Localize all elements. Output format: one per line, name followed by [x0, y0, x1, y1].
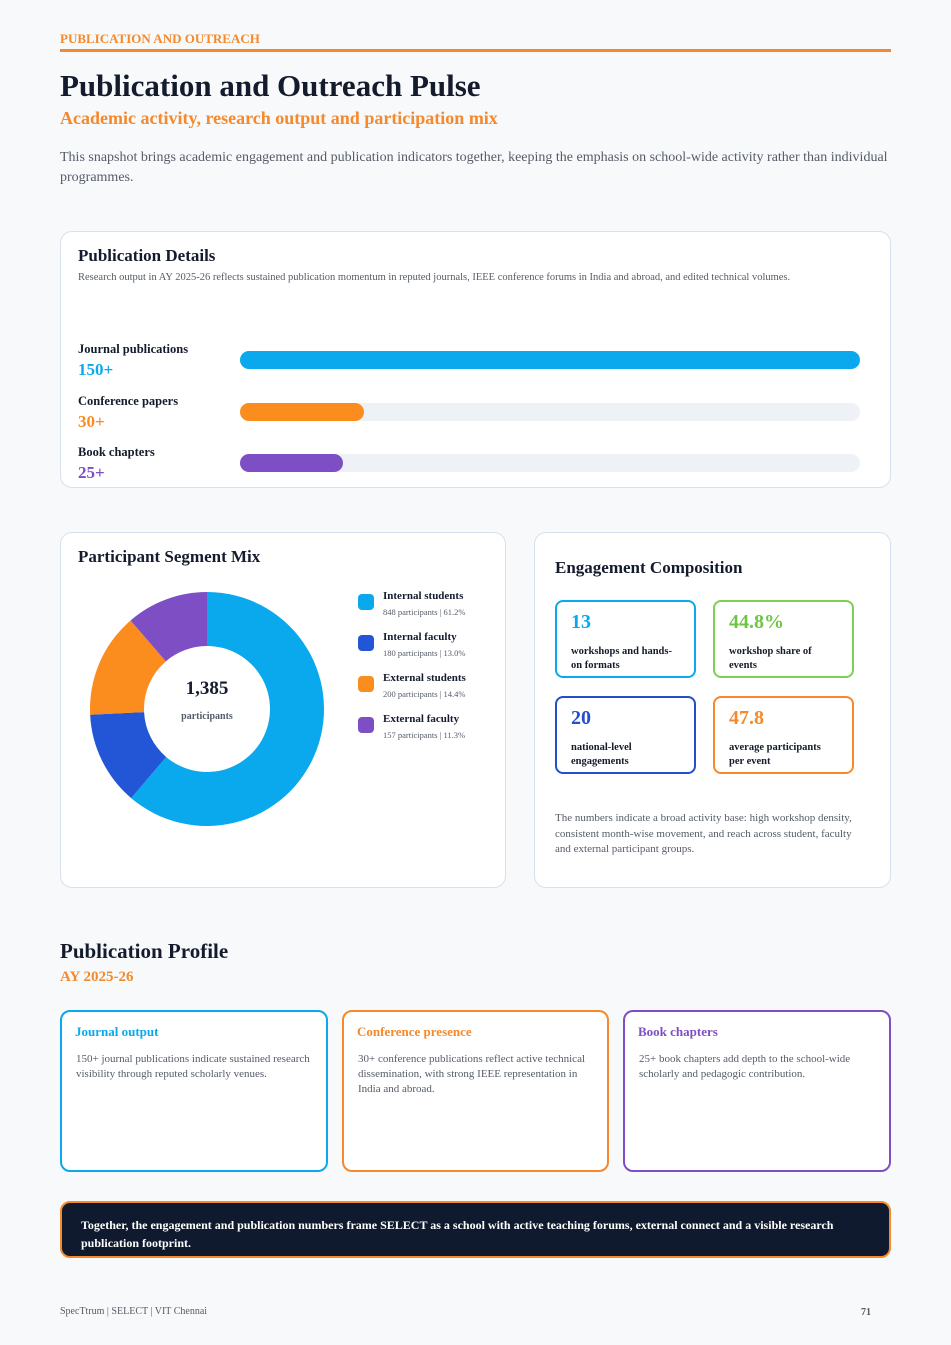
profile-title: Journal output: [75, 1024, 159, 1039]
legend-swatch: [358, 594, 374, 610]
bar: [240, 351, 860, 369]
stat-card: 44.8% workshop share of events: [713, 600, 854, 678]
legend-label: External students: [383, 672, 466, 684]
stat-label: workshops and hands-on formats: [571, 646, 672, 671]
profile-card: Conference presence 30+ conference public…: [342, 1010, 609, 1172]
legend-label: External faculty: [383, 713, 460, 725]
note: The numbers indicate a broad activity ba…: [555, 812, 852, 855]
donut-segment: [90, 712, 167, 799]
bar-label: Journal publications: [78, 342, 189, 356]
bar-value: 30+: [78, 411, 105, 431]
stat-value: 20: [571, 707, 591, 729]
engagement-card: Engagement Composition 13 workshops and h…: [534, 532, 891, 888]
stat-label: workshop share of events: [729, 646, 812, 671]
profile-text: 25+ book chapters add depth to the schoo…: [639, 1053, 851, 1080]
total: 1,385: [186, 678, 229, 699]
page-number: 71: [861, 1307, 871, 1318]
kicker: PUBLICATION AND OUTREACH: [60, 31, 260, 46]
intro: This snapshot brings academic engagement…: [60, 150, 888, 185]
bar-value: 150+: [78, 360, 114, 379]
profile-text: 30+ conference publications reflect acti…: [358, 1053, 586, 1095]
donut-segment: [131, 592, 324, 826]
donut-segment: [90, 620, 166, 715]
card-description: Research output in AY 2025-26 reflects s…: [78, 272, 791, 283]
bar-track: [240, 454, 860, 472]
title: Publication and Outreach Pulse: [60, 68, 481, 103]
stat-value: 13: [571, 611, 591, 633]
publication-card: Publication Details Research output in A…: [60, 231, 891, 488]
bar-label: Conference papers: [78, 393, 179, 408]
card-title: Participant Segment Mix: [78, 547, 261, 566]
legend-detail: 157 participants | 11.3%: [383, 730, 466, 740]
subtitle: Academic activity, research output and p…: [60, 108, 498, 128]
bar-track: [240, 351, 860, 369]
card-title: Engagement Composition: [555, 558, 743, 577]
banner: Together, the engagement and publication…: [60, 1201, 891, 1258]
stat-value: 47.8: [729, 707, 764, 729]
section-subtitle: AY 2025-26: [60, 969, 134, 985]
donut-chart: 1,385 participants: [90, 592, 324, 826]
stat-card: 20 national-level engagements: [555, 696, 696, 774]
profile-title: Book chapters: [638, 1024, 718, 1039]
bar-value: 25+: [78, 463, 105, 482]
donut-segment: [130, 592, 207, 662]
section-title: Publication Profile: [60, 939, 229, 963]
banner-text: Together, the engagement and publication…: [81, 1218, 834, 1250]
stat-card: 47.8 average participants per event: [713, 696, 854, 774]
legend-label: Internal students: [383, 590, 464, 602]
participant-card: Participant Segment Mix 1,385 participan…: [60, 532, 506, 888]
rule: [60, 49, 891, 52]
stat-card: 13 workshops and hands-on formats: [555, 600, 696, 678]
legend-swatch: [358, 676, 374, 692]
legend-label: Internal faculty: [383, 631, 457, 643]
total-label: participants: [181, 711, 233, 722]
legend-detail: 180 participants | 13.0%: [383, 648, 466, 658]
legend-swatch: [358, 717, 374, 733]
footer-left: SpecTtrum | SELECT | VIT Chennai: [60, 1306, 208, 1317]
profile-card: Book chapters 25+ book chapters add depth…: [623, 1010, 891, 1172]
bar: [240, 454, 344, 472]
stat-label: national-level engagements: [571, 742, 632, 767]
legend-detail: 848 participants | 61.2%: [383, 607, 466, 617]
legend-detail: 200 participants | 14.4%: [383, 689, 466, 699]
profile-title: Conference presence: [357, 1024, 472, 1039]
bar-label: Book chapters: [78, 445, 155, 459]
profile-text: 150+ journal publications indicate susta…: [76, 1053, 310, 1080]
bar-track: [240, 402, 860, 421]
legend-swatch: [358, 635, 374, 651]
bar: [240, 402, 364, 421]
card-title: Publication Details: [78, 246, 216, 265]
stat-label: average participants per event: [729, 742, 821, 767]
profile-card: Journal output 150+ journal publications …: [60, 1010, 328, 1172]
stat-value: 44.8%: [729, 611, 784, 633]
